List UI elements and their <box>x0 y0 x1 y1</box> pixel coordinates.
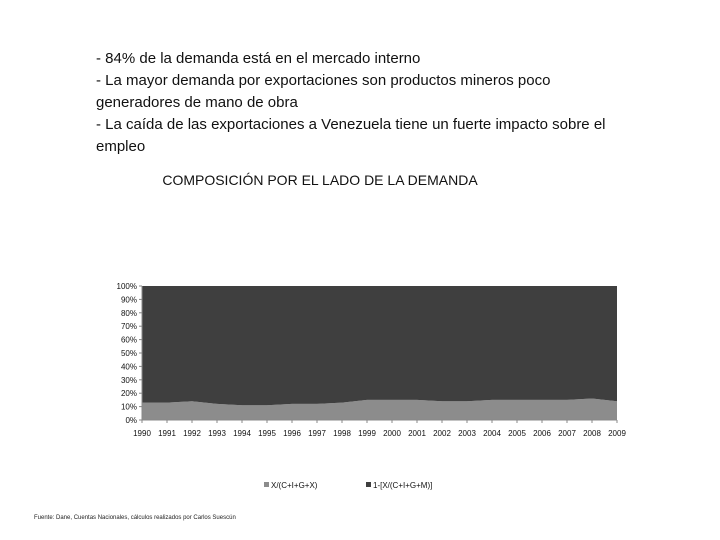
x-tick-label: 1993 <box>208 429 226 438</box>
y-tick-label: 20% <box>121 389 137 398</box>
x-tick-label: 1995 <box>258 429 276 438</box>
x-tick-label: 2000 <box>383 429 401 438</box>
x-tick-label: 2001 <box>408 429 426 438</box>
x-tick-label: 1999 <box>358 429 376 438</box>
legend-label: X/(C+I+G+X) <box>271 481 318 490</box>
x-tick-label: 2002 <box>433 429 451 438</box>
bullet-line: - La caída de las exportaciones a Venezu… <box>96 116 606 133</box>
bullet-line: - 84% de la demanda está en el mercado i… <box>96 50 421 67</box>
legend-swatch <box>264 482 269 487</box>
bullet-line: - La mayor demanda por exportaciones son… <box>96 72 551 89</box>
x-tick-label: 1997 <box>308 429 326 438</box>
y-tick-label: 10% <box>121 403 137 412</box>
area-series-2 <box>142 286 617 406</box>
x-tick-label: 2009 <box>608 429 626 438</box>
y-tick-label: 80% <box>121 309 137 318</box>
x-tick-label: 2004 <box>483 429 501 438</box>
legend-swatch <box>366 482 371 487</box>
x-tick-label: 2005 <box>508 429 526 438</box>
x-tick-label: 2006 <box>533 429 551 438</box>
x-tick-label: 1994 <box>233 429 251 438</box>
y-tick-label: 0% <box>125 416 137 425</box>
source-note: Fuente: Dane, Cuentas Nacionales, cálcul… <box>34 515 236 521</box>
y-tick-label: 40% <box>121 362 137 371</box>
x-tick-label: 1996 <box>283 429 301 438</box>
y-tick-label: 60% <box>121 336 137 345</box>
y-tick-label: 30% <box>121 376 137 385</box>
y-tick-label: 70% <box>121 322 137 331</box>
y-tick-label: 50% <box>121 349 137 358</box>
x-tick-label: 2003 <box>458 429 476 438</box>
x-tick-label: 1990 <box>133 429 151 438</box>
legend-label: 1-[X/(C+I+G+M)] <box>373 481 432 490</box>
x-tick-label: 1998 <box>333 429 351 438</box>
area-series-1 <box>142 398 617 420</box>
x-tick-label: 1991 <box>158 429 176 438</box>
y-tick-label: 90% <box>121 295 137 304</box>
bullet-line: generadores de mano de obra <box>96 94 298 111</box>
chart-title: COMPOSICIÓN POR EL LADO DE LA DEMANDA <box>162 172 478 188</box>
x-tick-label: 2008 <box>583 429 601 438</box>
bullet-line: empleo <box>96 138 146 155</box>
x-tick-label: 1992 <box>183 429 201 438</box>
x-tick-label: 2007 <box>558 429 576 438</box>
y-tick-label: 100% <box>117 282 137 291</box>
bullet-list: - 84% de la demanda está en el mercado i… <box>96 48 676 158</box>
